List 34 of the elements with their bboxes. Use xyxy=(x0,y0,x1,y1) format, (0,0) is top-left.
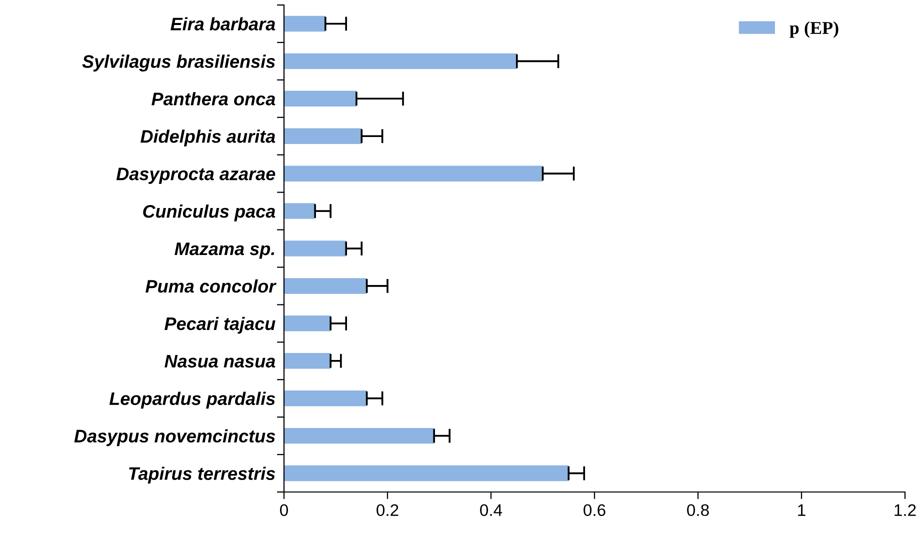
bar xyxy=(284,278,367,294)
y-tick-label: Eira barbara xyxy=(170,17,276,30)
y-tick-label: Didelphis aurita xyxy=(140,130,276,146)
x-tick-label: 0.2 xyxy=(376,504,398,516)
bar xyxy=(284,465,569,482)
bar xyxy=(284,128,362,144)
legend-label: p (EP) xyxy=(790,21,838,38)
bar xyxy=(284,390,367,406)
x-tick-label: 0.4 xyxy=(480,504,502,516)
y-tick-label: Tapirus terrestris xyxy=(129,466,276,484)
y-tick-label: Nasua nasua xyxy=(164,355,276,368)
y-tick-label: Sylvilagus brasiliensis xyxy=(82,54,276,72)
y-tick-label: Leopardus pardalis xyxy=(109,392,276,409)
bar xyxy=(284,203,316,219)
y-tick-label: Puma concolor xyxy=(146,279,276,293)
y-tick-label: Cuniculus paca xyxy=(143,204,276,222)
x-tick-label: 0.8 xyxy=(687,504,709,516)
bar xyxy=(284,53,517,70)
x-tick-label: 0 xyxy=(280,504,288,516)
bar xyxy=(284,316,331,332)
bar xyxy=(284,90,356,107)
bar xyxy=(284,16,326,32)
y-tick-label: Pecari tajacu xyxy=(164,316,276,334)
bar xyxy=(284,428,434,444)
y-tick-label: Dasyprocta azarae xyxy=(116,168,276,184)
bar xyxy=(284,166,543,182)
y-tick-label: Mazama sp. xyxy=(174,242,274,259)
y-tick-label: Panthera onca xyxy=(152,92,276,106)
x-tick-label: 1 xyxy=(798,504,806,516)
y-tick-label: Dasypus novemcinctus xyxy=(74,429,276,446)
x-tick-label: 0.6 xyxy=(584,504,606,516)
bar xyxy=(284,240,346,256)
x-tick-label: 1.2 xyxy=(894,504,916,516)
bar xyxy=(284,353,331,369)
